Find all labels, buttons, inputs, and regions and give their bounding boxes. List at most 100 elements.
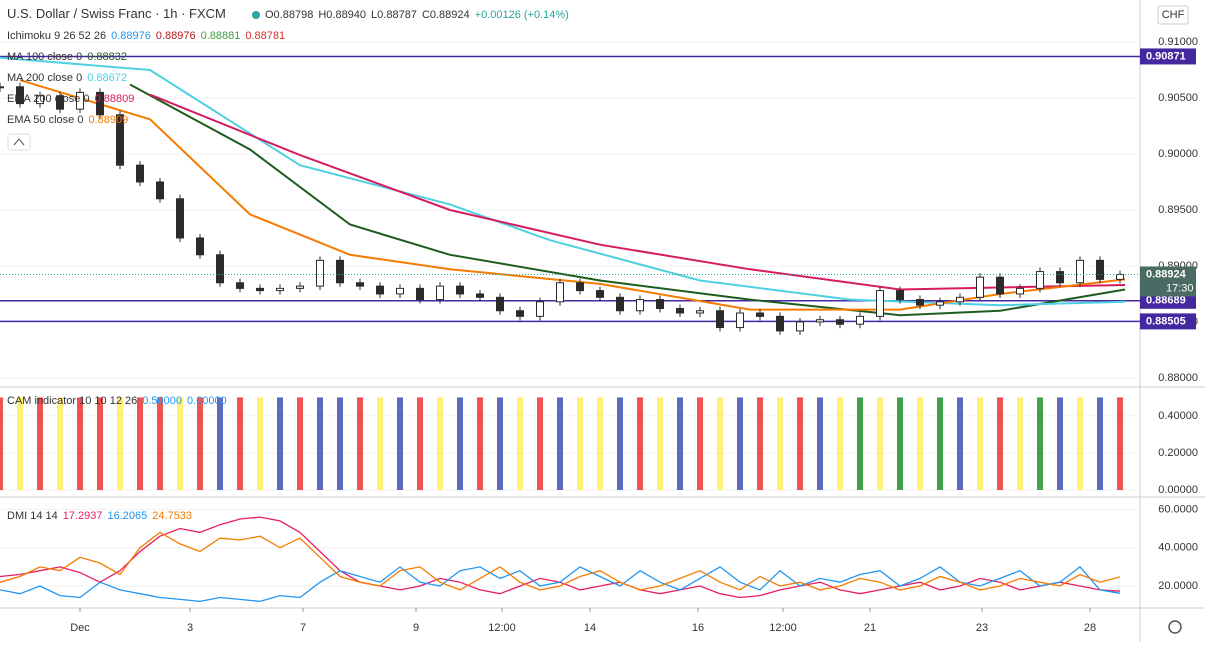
candle-body	[1056, 271, 1064, 284]
candle-body	[36, 95, 44, 105]
candle-body	[556, 282, 564, 303]
x-tick-label: 14	[584, 622, 596, 634]
legend-line: O0.88798 H0.88940 L0.88787 C0.88924 +0.00126…	[265, 9, 569, 21]
indicator-reading: 0.88809	[95, 93, 135, 105]
indicator-reading: 0.88976	[156, 30, 196, 42]
indicator-reading: 0.50000	[142, 395, 182, 407]
legend-line: DMI 14 14 17.2937 16.2065 24.7533	[7, 510, 192, 522]
legend-line: Ichimoku 9 26 52 26 0.88976 0.88976 0.88881…	[7, 30, 285, 42]
indicator-bar	[477, 397, 483, 490]
candle-body	[1036, 271, 1044, 289]
y-tick-label: 0.20000	[1158, 447, 1198, 459]
y-tick-label: 0.88000	[1158, 372, 1198, 384]
collapse-icon	[13, 138, 25, 146]
candle-body	[996, 276, 1004, 295]
indicator-name: EMA 200 close 0	[7, 93, 90, 105]
indicator-bar	[97, 397, 103, 490]
y-tick-label: 0.91000	[1158, 36, 1198, 48]
x-tick-label: 7	[300, 622, 306, 634]
indicator-bar	[397, 397, 403, 490]
moving-average-line	[129, 83, 1126, 317]
settings-button[interactable]	[1168, 620, 1182, 634]
indicator-reading: 0.88672	[87, 72, 127, 84]
candle-body	[316, 259, 324, 287]
currency-label: CHF	[1162, 9, 1185, 21]
indicator-bar	[297, 397, 303, 490]
candle-body	[476, 293, 484, 298]
candle-body	[916, 299, 924, 306]
indicator-bar	[377, 397, 383, 490]
candle-body	[896, 290, 904, 301]
indicator-bar	[917, 397, 923, 490]
moving-average-line	[0, 56, 1126, 307]
ohlc-value: +0.00126 (+0.14%)	[475, 9, 569, 21]
candle-body	[716, 310, 724, 329]
candle-body	[596, 290, 604, 298]
indicator-bar	[37, 397, 43, 490]
indicator-bar	[837, 397, 843, 490]
candle-body	[536, 301, 544, 317]
indicator-reading: 0.00000	[187, 395, 227, 407]
x-tick-label: 16	[692, 622, 704, 634]
candle-body	[616, 296, 624, 312]
candle-body	[956, 296, 964, 303]
indicator-bar	[1057, 397, 1063, 490]
indicator-bar	[137, 397, 143, 490]
candle-body	[196, 237, 204, 256]
level-label: 0.90871	[1146, 50, 1186, 62]
x-tick-label: 21	[864, 622, 876, 634]
indicator-bar	[237, 397, 243, 490]
indicator-bar	[957, 397, 963, 490]
candle-body	[1076, 259, 1084, 284]
candle-body	[0, 86, 4, 89]
indicator-bar	[277, 397, 283, 490]
indicator-bar	[1017, 397, 1023, 490]
collapse-legend-button[interactable]	[7, 133, 31, 151]
legend-entry: 24.7533	[152, 510, 192, 522]
candle-body	[976, 276, 984, 298]
ohlc-value: H0.88940	[318, 9, 366, 21]
candle-body	[396, 287, 404, 295]
legend-line: EMA 50 close 0 0.88909	[7, 114, 128, 126]
candle-body	[1096, 259, 1104, 280]
ohlc-value: L0.88787	[371, 9, 417, 21]
indicator-name: MA 100 close 0	[7, 51, 82, 63]
candle-body	[756, 312, 764, 317]
ohlc-value: C0.88924	[422, 9, 470, 21]
x-tick-label: 12:00	[769, 622, 797, 634]
candle-body	[76, 91, 84, 110]
moving-average-line	[19, 79, 1126, 311]
candle-body	[516, 310, 524, 317]
y-tick-label: 60.0000	[1158, 503, 1198, 515]
legend-entry: 16.2065	[108, 510, 148, 522]
indicator-bar	[617, 397, 623, 490]
legend-line: CAM indicator 10 10 12 26 0.50000 0.00000	[7, 395, 227, 407]
indicator-reading: 0.88781	[245, 30, 285, 42]
indicator-bar	[517, 397, 523, 490]
y-tick-label: 20.0000	[1158, 580, 1198, 592]
indicator-bar	[417, 397, 423, 490]
candle-body	[816, 319, 824, 323]
indicator-bar	[577, 397, 583, 490]
indicator-bar	[337, 397, 343, 490]
indicator-reading: 0.88832	[87, 51, 127, 63]
candle-body	[456, 285, 464, 295]
candle-body	[256, 287, 264, 292]
indicator-bar	[937, 397, 943, 490]
last-price-bg	[1140, 266, 1196, 297]
indicator-bar	[1077, 397, 1083, 490]
x-tick-label: 28	[1084, 622, 1096, 634]
indicator-name: DMI 14 14	[7, 510, 58, 522]
indicator-bar	[457, 397, 463, 490]
candle-body	[496, 296, 504, 312]
currency-button[interactable]	[1157, 5, 1189, 25]
indicator-bar	[677, 397, 683, 490]
x-tick-label: Dec	[70, 622, 90, 634]
candle-body	[56, 95, 64, 110]
candle-body	[796, 321, 804, 332]
indicator-bar	[637, 397, 643, 490]
level-label: 0.88689	[1146, 295, 1186, 307]
indicator-bar	[257, 397, 263, 490]
ohlc-value: O0.88798	[265, 9, 313, 21]
